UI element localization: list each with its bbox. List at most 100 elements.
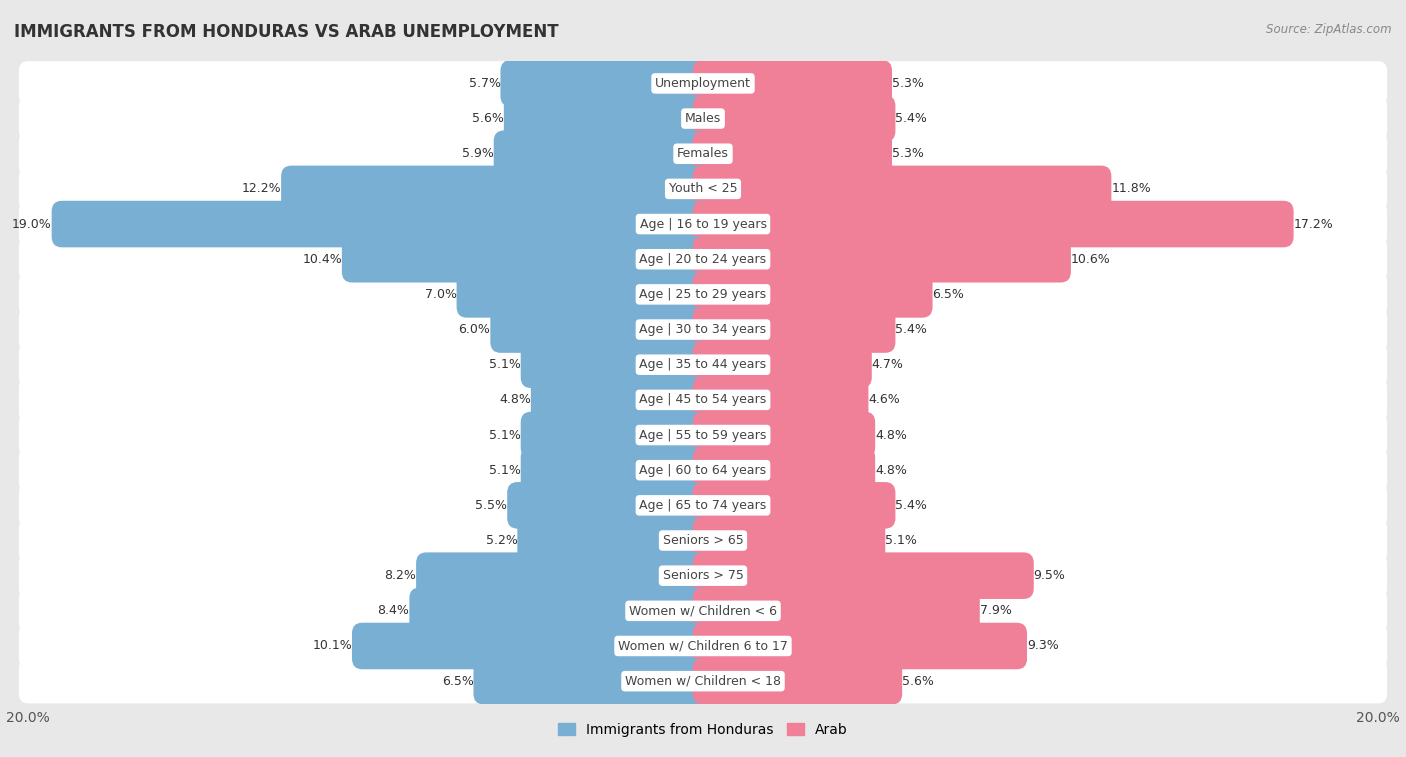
Text: Unemployment: Unemployment: [655, 77, 751, 90]
Text: 12.2%: 12.2%: [242, 182, 281, 195]
Text: 5.7%: 5.7%: [468, 77, 501, 90]
Text: 5.4%: 5.4%: [896, 112, 927, 125]
Text: 5.4%: 5.4%: [896, 323, 927, 336]
FancyBboxPatch shape: [693, 236, 1071, 282]
FancyBboxPatch shape: [18, 307, 1388, 352]
FancyBboxPatch shape: [281, 166, 713, 212]
FancyBboxPatch shape: [520, 341, 713, 388]
FancyBboxPatch shape: [693, 130, 891, 177]
Text: 7.0%: 7.0%: [425, 288, 457, 301]
Text: Age | 16 to 19 years: Age | 16 to 19 years: [640, 217, 766, 231]
FancyBboxPatch shape: [693, 166, 1111, 212]
Text: 6.5%: 6.5%: [441, 674, 474, 687]
FancyBboxPatch shape: [18, 378, 1388, 422]
FancyBboxPatch shape: [342, 236, 713, 282]
FancyBboxPatch shape: [693, 447, 875, 494]
Text: 5.2%: 5.2%: [485, 534, 517, 547]
FancyBboxPatch shape: [18, 588, 1388, 633]
FancyBboxPatch shape: [517, 517, 713, 564]
Text: Age | 35 to 44 years: Age | 35 to 44 years: [640, 358, 766, 371]
Text: Women w/ Children 6 to 17: Women w/ Children 6 to 17: [619, 640, 787, 653]
FancyBboxPatch shape: [18, 413, 1388, 457]
FancyBboxPatch shape: [18, 202, 1388, 246]
Text: 11.8%: 11.8%: [1111, 182, 1152, 195]
FancyBboxPatch shape: [491, 307, 713, 353]
FancyBboxPatch shape: [693, 553, 1033, 599]
Text: 7.9%: 7.9%: [980, 604, 1011, 617]
FancyBboxPatch shape: [520, 447, 713, 494]
Text: 4.8%: 4.8%: [875, 428, 907, 441]
Text: 4.8%: 4.8%: [875, 464, 907, 477]
Text: 10.4%: 10.4%: [302, 253, 342, 266]
Text: Age | 30 to 34 years: Age | 30 to 34 years: [640, 323, 766, 336]
FancyBboxPatch shape: [18, 519, 1388, 562]
FancyBboxPatch shape: [457, 271, 713, 318]
Text: 5.1%: 5.1%: [489, 358, 520, 371]
FancyBboxPatch shape: [693, 307, 896, 353]
Text: IMMIGRANTS FROM HONDURAS VS ARAB UNEMPLOYMENT: IMMIGRANTS FROM HONDURAS VS ARAB UNEMPLO…: [14, 23, 558, 41]
FancyBboxPatch shape: [52, 201, 713, 248]
FancyBboxPatch shape: [18, 342, 1388, 387]
FancyBboxPatch shape: [693, 95, 896, 142]
Text: Males: Males: [685, 112, 721, 125]
Text: Seniors > 75: Seniors > 75: [662, 569, 744, 582]
Text: Age | 60 to 64 years: Age | 60 to 64 years: [640, 464, 766, 477]
FancyBboxPatch shape: [693, 587, 980, 634]
FancyBboxPatch shape: [352, 623, 713, 669]
FancyBboxPatch shape: [520, 412, 713, 458]
FancyBboxPatch shape: [508, 482, 713, 528]
Text: 5.6%: 5.6%: [472, 112, 503, 125]
Text: 5.9%: 5.9%: [463, 148, 494, 160]
FancyBboxPatch shape: [18, 167, 1388, 211]
Text: 5.5%: 5.5%: [475, 499, 508, 512]
Text: 4.8%: 4.8%: [499, 394, 531, 407]
Text: 5.1%: 5.1%: [489, 428, 520, 441]
Text: 5.6%: 5.6%: [903, 674, 934, 687]
FancyBboxPatch shape: [409, 587, 713, 634]
Text: 6.5%: 6.5%: [932, 288, 965, 301]
Text: 9.3%: 9.3%: [1026, 640, 1059, 653]
FancyBboxPatch shape: [693, 341, 872, 388]
FancyBboxPatch shape: [18, 553, 1388, 598]
FancyBboxPatch shape: [693, 517, 886, 564]
FancyBboxPatch shape: [18, 272, 1388, 316]
Text: Source: ZipAtlas.com: Source: ZipAtlas.com: [1267, 23, 1392, 36]
Text: 5.1%: 5.1%: [886, 534, 917, 547]
FancyBboxPatch shape: [693, 376, 869, 423]
Text: 5.3%: 5.3%: [891, 77, 924, 90]
FancyBboxPatch shape: [501, 60, 713, 107]
FancyBboxPatch shape: [18, 483, 1388, 528]
Legend: Immigrants from Honduras, Arab: Immigrants from Honduras, Arab: [553, 717, 853, 742]
FancyBboxPatch shape: [494, 130, 713, 177]
FancyBboxPatch shape: [693, 658, 903, 705]
Text: Age | 55 to 59 years: Age | 55 to 59 years: [640, 428, 766, 441]
FancyBboxPatch shape: [18, 659, 1388, 703]
Text: Age | 45 to 54 years: Age | 45 to 54 years: [640, 394, 766, 407]
FancyBboxPatch shape: [474, 658, 713, 705]
Text: Age | 20 to 24 years: Age | 20 to 24 years: [640, 253, 766, 266]
Text: 19.0%: 19.0%: [13, 217, 52, 231]
FancyBboxPatch shape: [416, 553, 713, 599]
FancyBboxPatch shape: [18, 96, 1388, 141]
Text: Women w/ Children < 18: Women w/ Children < 18: [626, 674, 780, 687]
FancyBboxPatch shape: [18, 448, 1388, 493]
Text: 4.6%: 4.6%: [869, 394, 900, 407]
Text: 4.7%: 4.7%: [872, 358, 904, 371]
Text: 8.2%: 8.2%: [384, 569, 416, 582]
Text: 5.3%: 5.3%: [891, 148, 924, 160]
Text: 17.2%: 17.2%: [1294, 217, 1333, 231]
Text: Age | 25 to 29 years: Age | 25 to 29 years: [640, 288, 766, 301]
FancyBboxPatch shape: [18, 132, 1388, 176]
FancyBboxPatch shape: [693, 201, 1294, 248]
FancyBboxPatch shape: [693, 412, 875, 458]
FancyBboxPatch shape: [531, 376, 713, 423]
FancyBboxPatch shape: [18, 624, 1388, 668]
FancyBboxPatch shape: [18, 61, 1388, 106]
FancyBboxPatch shape: [503, 95, 713, 142]
Text: Age | 65 to 74 years: Age | 65 to 74 years: [640, 499, 766, 512]
Text: 10.1%: 10.1%: [312, 640, 352, 653]
Text: Seniors > 65: Seniors > 65: [662, 534, 744, 547]
Text: Females: Females: [678, 148, 728, 160]
Text: 6.0%: 6.0%: [458, 323, 491, 336]
FancyBboxPatch shape: [693, 482, 896, 528]
